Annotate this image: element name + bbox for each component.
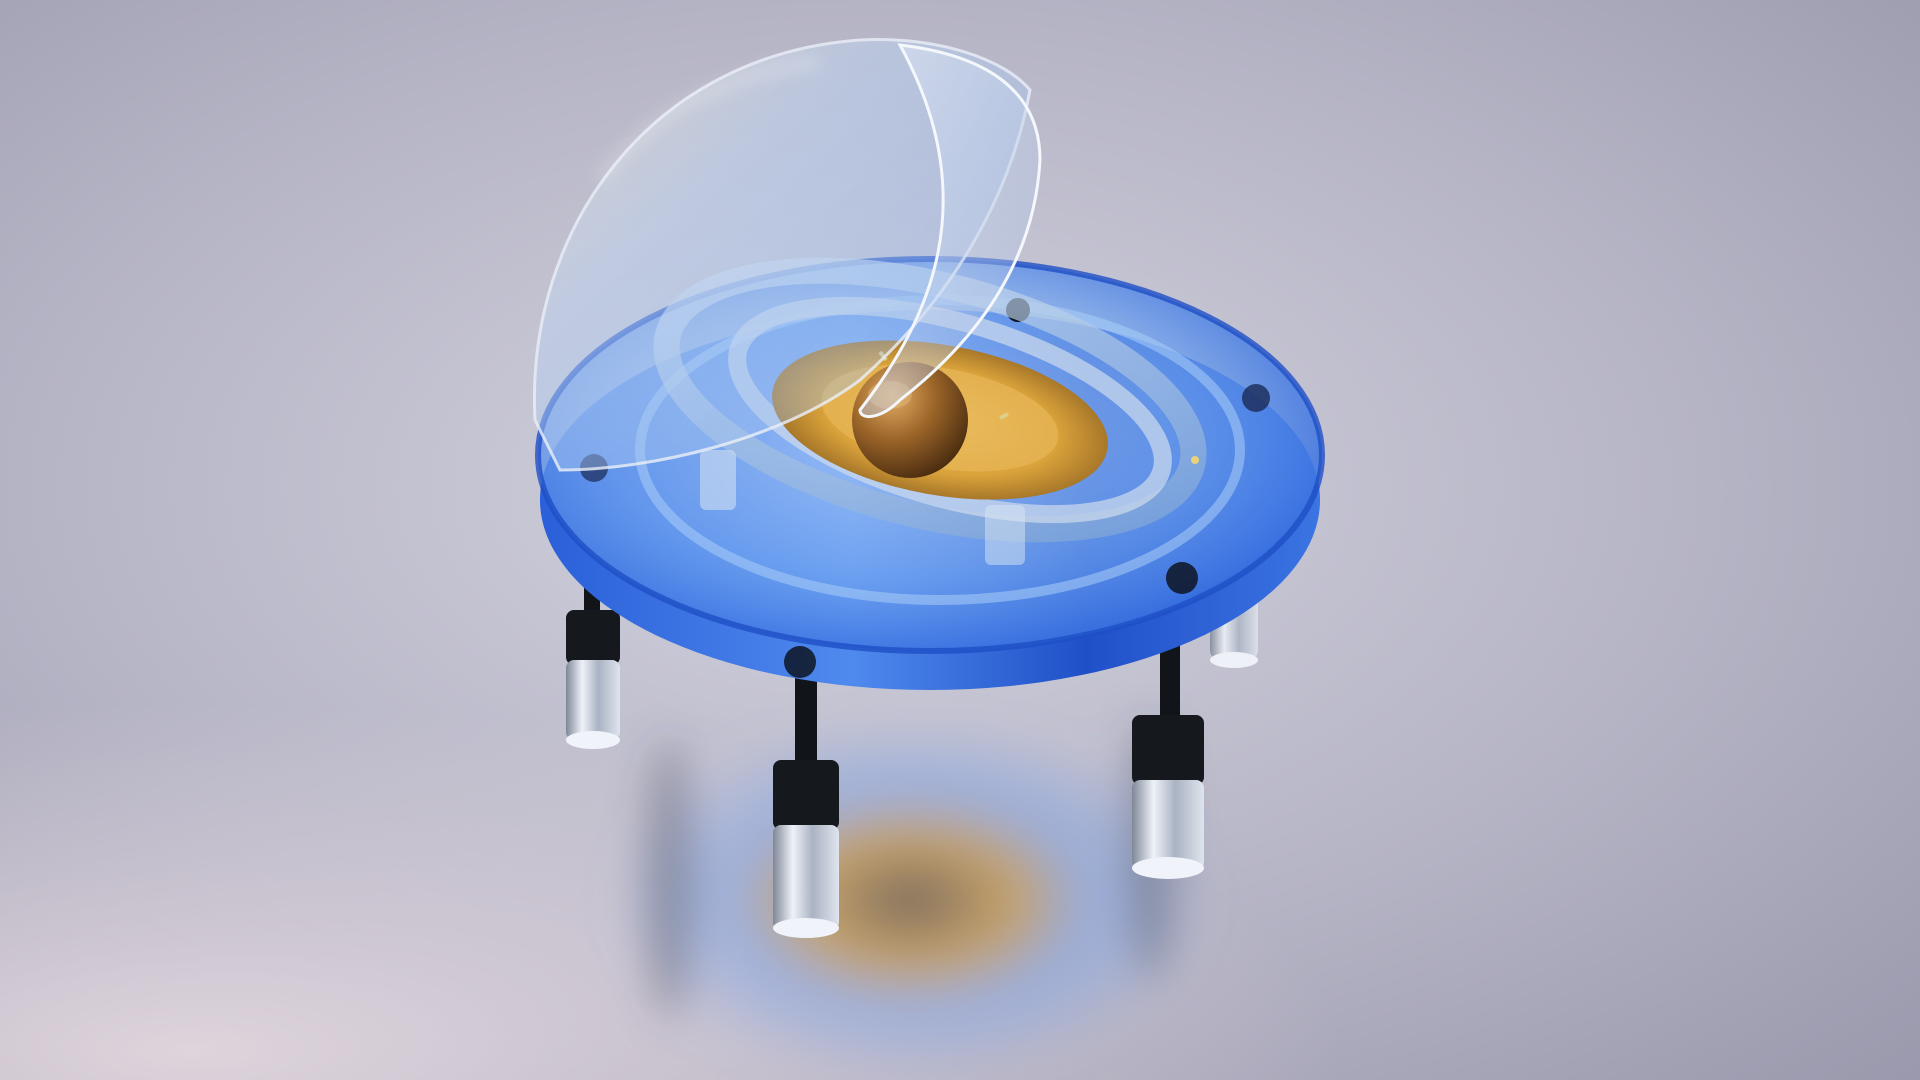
- leg-front-left: [566, 585, 620, 749]
- leg-front-right: [1132, 625, 1204, 879]
- dome-cut-face: [858, 43, 1042, 419]
- support-post: [700, 450, 1025, 565]
- leg-front-center: [773, 665, 839, 938]
- floor-reflection: [610, 720, 1210, 1080]
- glass-dome: [532, 38, 1042, 472]
